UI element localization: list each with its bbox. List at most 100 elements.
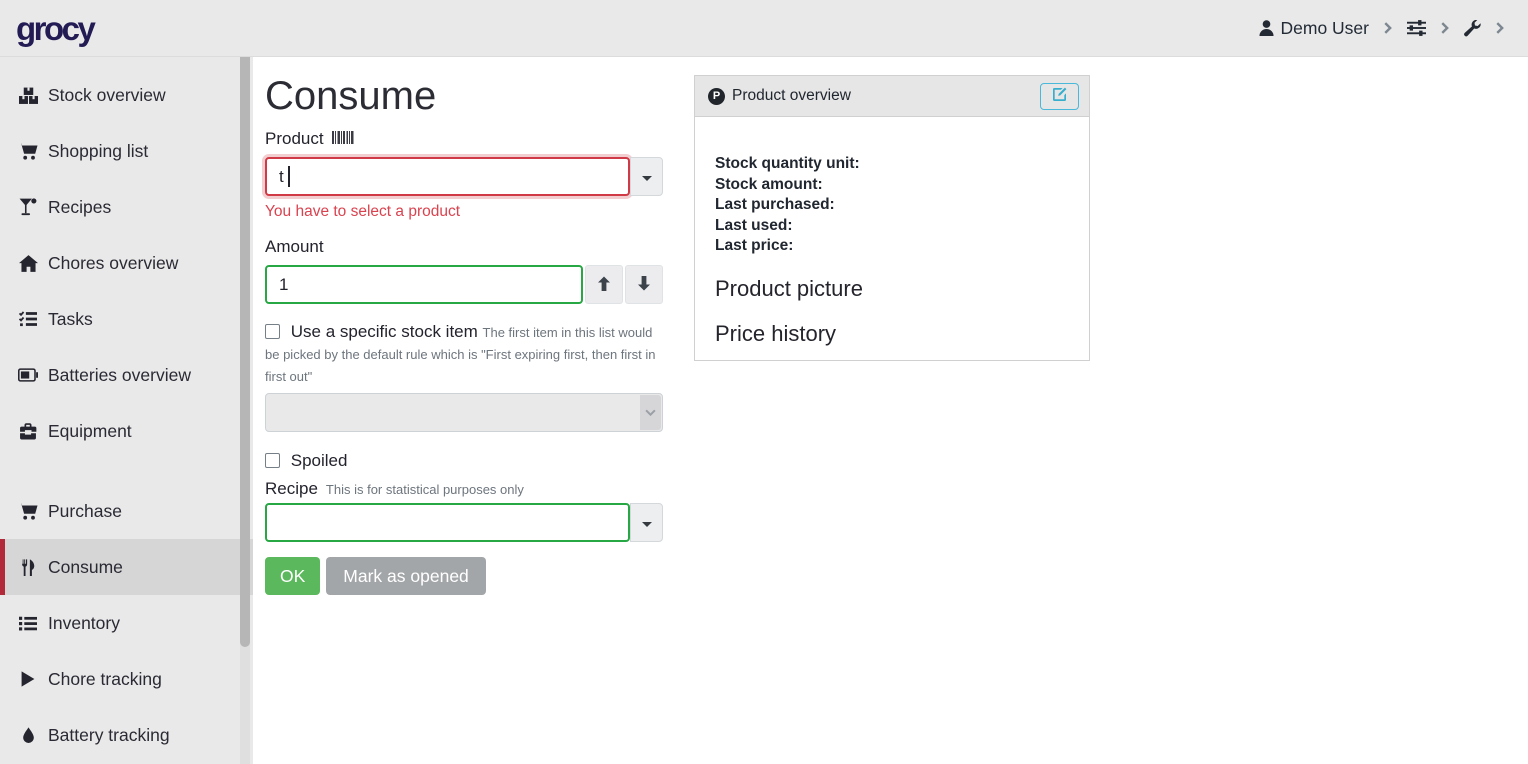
sidebar-item-chore-tracking[interactable]: Chore tracking (0, 651, 253, 707)
product-error-message: You have to select a product (265, 203, 461, 220)
edit-product-button[interactable] (1040, 82, 1079, 110)
arrow-up-icon (597, 276, 611, 294)
product-label: Product (265, 129, 324, 148)
chevron-right-icon (1496, 22, 1504, 34)
sidebar-item-label: Tasks (48, 308, 93, 329)
sliders-icon[interactable] (1407, 20, 1426, 36)
product-picture-heading: Product picture (715, 275, 863, 301)
text-cursor (288, 166, 290, 187)
sidebar-item-tasks[interactable]: Tasks (0, 291, 253, 347)
tasks-icon (17, 311, 39, 327)
list-icon (17, 616, 39, 631)
stat-last-used: Last used: (715, 216, 793, 234)
recipe-dropdown-button[interactable] (630, 503, 663, 542)
amount-increment-button[interactable] (585, 265, 623, 304)
barcode-icon (331, 129, 354, 149)
product-overview-title: Product overview (732, 87, 851, 104)
recipe-field-label: Recipe This is for statistical purposes … (265, 479, 663, 499)
sidebar-item-recipes[interactable]: Recipes (0, 179, 253, 235)
spoiled-row: Spoiled (265, 450, 663, 471)
home-icon (17, 254, 39, 272)
wrench-icon[interactable] (1464, 19, 1481, 37)
specific-stock-item-row: Use a specific stock item The first item… (265, 321, 663, 387)
sidebar-item-consume[interactable]: Consume (0, 539, 253, 595)
amount-decrement-button[interactable] (625, 265, 663, 304)
sidebar-item-label: Shopping list (48, 140, 149, 161)
ok-button[interactable]: OK (265, 557, 321, 595)
specific-stock-item-hint: The first item in this list would be pic… (265, 325, 656, 384)
product-overview-card: P Product overview Stock quantity unit: … (694, 75, 1090, 361)
page-title: Consume (265, 74, 437, 118)
grocy-logo[interactable]: grocy (16, 9, 96, 47)
spoiled-checkbox[interactable] (265, 453, 280, 468)
sidebar-nav: Stock overview Shopping list Recipes Cho… (0, 57, 253, 764)
amount-label: Amount (265, 237, 324, 256)
cocktail-icon (17, 198, 39, 216)
stat-stock-quantity-unit: Stock quantity unit: (715, 155, 860, 172)
sidebar-item-label: Purchase (48, 500, 122, 521)
sidebar-item-purchase[interactable]: Purchase (0, 483, 253, 539)
recipe-input[interactable] (265, 503, 630, 542)
utensils-icon (17, 558, 39, 576)
sidebar-item-equipment[interactable]: Equipment (0, 403, 253, 459)
user-icon (1258, 20, 1274, 36)
sidebar-item-inventory[interactable]: Inventory (0, 595, 253, 651)
sidebar-item-chores-overview[interactable]: Chores overview (0, 235, 253, 291)
stat-last-price: Last price: (715, 237, 794, 254)
sidebar-item-label: Consume (48, 556, 123, 577)
select-chevron-icon (640, 395, 661, 430)
spoiled-label: Spoiled (290, 451, 348, 470)
user-menu[interactable]: Demo User (1258, 18, 1369, 39)
product-icon: P (708, 87, 725, 105)
sidebar-item-label: Battery tracking (48, 724, 170, 745)
amount-input[interactable] (265, 265, 583, 304)
sidebar-item-label: Chore tracking (48, 668, 162, 689)
sidebar-item-shopping-list[interactable]: Shopping list (0, 123, 253, 179)
toolbox-icon (17, 422, 39, 440)
sidebar-item-battery-tracking[interactable]: Battery tracking (0, 707, 253, 763)
chevron-right-icon (1441, 22, 1449, 34)
stat-stock-amount: Stock amount: (715, 175, 823, 193)
sidebar-item-batteries-overview[interactable]: Batteries overview (0, 347, 253, 403)
mark-as-opened-button[interactable]: Mark as opened (326, 557, 486, 595)
stock-item-select[interactable] (265, 393, 663, 432)
sidebar-item-label: Inventory (48, 612, 120, 633)
product-overview-body: Stock quantity unit: Stock amount: Last … (695, 117, 1089, 347)
battery-icon (17, 368, 39, 382)
recipe-label: Recipe (265, 479, 318, 498)
sidebar-item-stock-overview[interactable]: Stock overview (0, 67, 253, 123)
recipe-input-group (265, 503, 663, 542)
specific-stock-item-label: Use a specific stock item (290, 322, 478, 341)
boxes-icon (17, 87, 39, 104)
cart-icon (17, 503, 39, 520)
sidebar-scrollbar-track (240, 57, 250, 764)
arrow-down-icon (637, 275, 651, 294)
stat-last-purchased: Last purchased: (715, 196, 835, 213)
sidebar-scrollbar-thumb[interactable] (240, 57, 250, 647)
sidebar-item-label: Equipment (48, 420, 132, 441)
chevron-right-icon (1384, 22, 1392, 34)
product-input-group (265, 157, 663, 196)
specific-stock-item-checkbox[interactable] (265, 324, 280, 339)
sidebar-item-label: Recipes (48, 196, 112, 217)
cart-icon (17, 143, 39, 160)
price-history-heading: Price history (715, 320, 837, 346)
form-actions: OK Mark as opened (265, 557, 663, 595)
amount-field-label: Amount (265, 237, 663, 257)
recipe-hint: This is for statistical purposes only (325, 481, 524, 497)
header-actions: Demo User (1258, 18, 1507, 39)
product-overview-header: P Product overview (695, 76, 1089, 117)
sidebar-item-label: Stock overview (48, 84, 166, 105)
sidebar-item-label: Batteries overview (48, 364, 191, 385)
sidebar-item-label: Chores overview (48, 252, 179, 273)
product-dropdown-button[interactable] (630, 157, 663, 196)
amount-input-group (265, 265, 663, 304)
product-input[interactable] (265, 157, 630, 196)
edit-icon (1052, 87, 1067, 105)
sidebar-group-divider (0, 459, 253, 483)
top-header: grocy Demo User (0, 0, 1528, 57)
consume-form: Product You have to select a product Amo… (265, 129, 663, 595)
caret-down-icon (641, 515, 652, 530)
drop-icon (17, 726, 39, 744)
main-content: Consume Product You have to select a pro… (253, 57, 1528, 764)
